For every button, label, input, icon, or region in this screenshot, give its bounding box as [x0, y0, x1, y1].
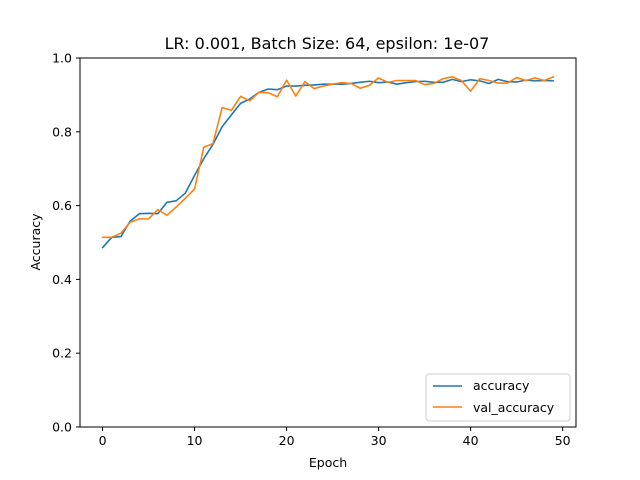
y-axis-label: Accuracy: [28, 213, 43, 271]
x-tick-label: 30: [371, 433, 387, 448]
plot-area-frame: [79, 57, 577, 428]
legend: accuracy val_accuracy: [425, 373, 571, 422]
x-tick-label: 20: [279, 433, 295, 448]
x-axis-label: Epoch: [309, 455, 347, 470]
y-tick-label: 0.6: [52, 198, 72, 213]
chart-title: LR: 0.001, Batch Size: 64, epsilon: 1e-0…: [165, 34, 490, 53]
y-tick-label: 0.0: [52, 420, 72, 435]
y-tick-label: 1.0: [52, 51, 72, 66]
series-line-val-accuracy: [101, 76, 555, 239]
x-axis: 0 10 20 30 40 50: [99, 427, 571, 448]
x-tick-label: 0: [99, 433, 107, 448]
y-tick-label: 0.8: [52, 124, 72, 139]
x-tick-label: 10: [187, 433, 203, 448]
y-tick-label: 0.4: [52, 272, 72, 287]
x-tick-label: 40: [463, 433, 479, 448]
legend-label-accuracy: accuracy: [473, 378, 530, 393]
y-tick-label: 0.2: [52, 346, 72, 361]
x-tick-label: 50: [555, 433, 571, 448]
series-lines: [101, 76, 555, 249]
series-line-accuracy: [101, 78, 555, 249]
y-axis: 0.0 0.2 0.4 0.6 0.8 1.0: [52, 51, 80, 435]
legend-label-val-accuracy: val_accuracy: [473, 400, 555, 415]
